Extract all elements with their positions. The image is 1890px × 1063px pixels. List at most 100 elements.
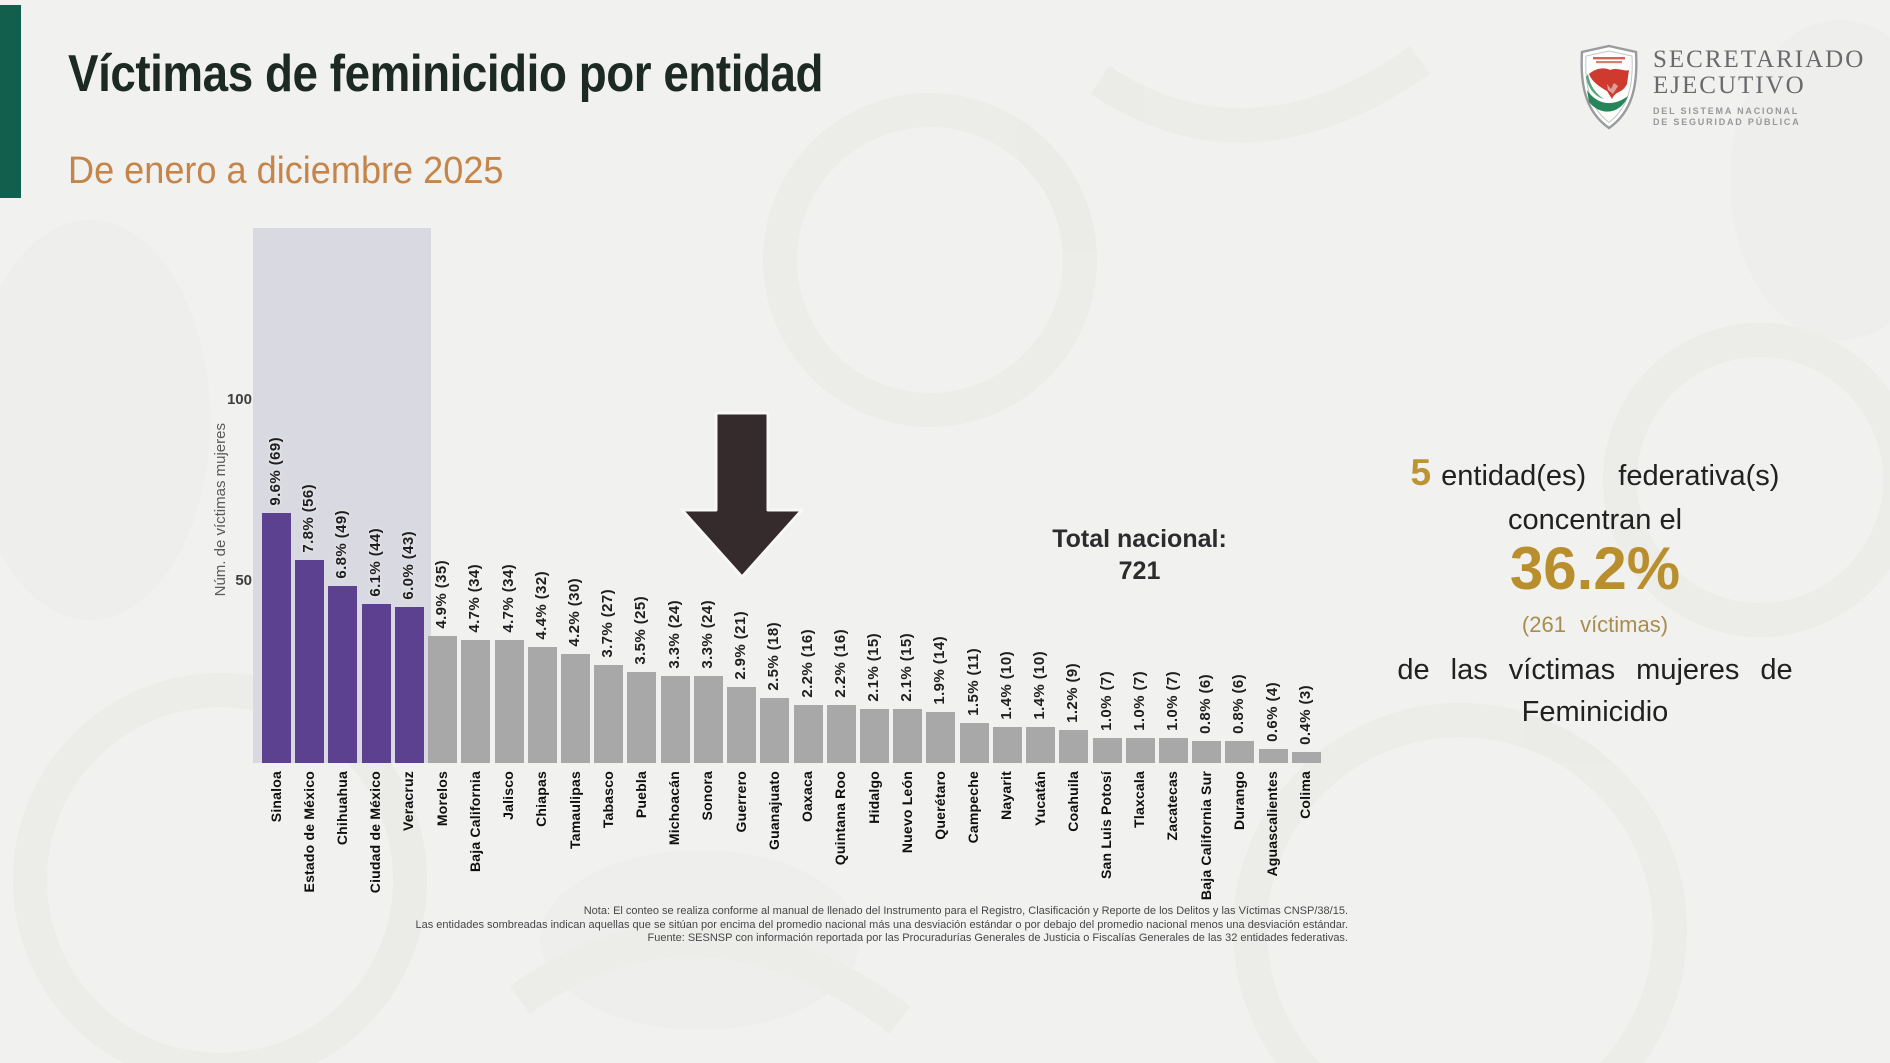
bar-campeche: [959, 723, 989, 763]
bar-zacatecas: [1158, 738, 1188, 763]
bar-value-label: 1.9% (14): [931, 636, 949, 705]
bar-axis-label: Chihuahua: [333, 771, 350, 846]
bar-sinaloa: [262, 513, 291, 763]
bar-value-label: 3.3% (24): [665, 600, 683, 669]
sesnsp-logo: SECRETARIADO EJECUTIVO DEL SISTEMA NACIO…: [1576, 44, 1865, 135]
stat-line-concentrate: concentran el: [1507, 504, 1683, 536]
bar-coahuila: [1059, 730, 1089, 763]
bar-veracruz: [394, 607, 424, 763]
bar-value-label: 9.6% (69): [267, 437, 284, 506]
bar-guanajuato: [760, 698, 790, 763]
bar-value-label: 2.2% (16): [798, 629, 816, 698]
bar-chiapas: [527, 647, 557, 763]
bar-axis-label: Chiapas: [533, 771, 550, 827]
bar-axis-label: Nayarit: [998, 771, 1015, 820]
bar-value-label: 1.0% (7): [1097, 671, 1115, 731]
bar-axis-label: Morelos: [433, 771, 450, 827]
bar-san-luis-potos-: [1092, 738, 1122, 763]
bar-nuevo-le-n: [893, 709, 923, 763]
bar-value-label: 6.0% (43): [399, 531, 417, 600]
bar-puebla: [627, 672, 657, 763]
bar-ciudad-de-m-xico: [361, 604, 391, 763]
bar-axis-label: Baja California: [466, 771, 483, 873]
bar-axis-label: Guanajuato: [765, 771, 782, 851]
national-total: Total nacional: 721: [1037, 523, 1242, 587]
bar-axis-label: Zacatecas: [1164, 771, 1181, 841]
bar-axis-label: Sonora: [699, 771, 716, 821]
bar-axis-label: Tamaulipas: [566, 771, 583, 849]
bar-value-label: 2.1% (15): [898, 633, 916, 702]
stat-line-entities: 5 entidad(es) federativa(s): [1355, 452, 1835, 494]
stat-line-femicide: Feminicidio: [1521, 696, 1669, 728]
bar-hidalgo: [860, 709, 889, 763]
bar-value-label: 2.1% (15): [865, 633, 882, 702]
bar-axis-label: Ciudad de México: [367, 771, 384, 894]
bar-quer-taro: [926, 712, 956, 763]
bar-axis-label: Hidalgo: [865, 771, 882, 824]
footnote-line1: Nota: El conteo se realiza conforme al m…: [583, 905, 1348, 917]
bar-durango: [1225, 741, 1255, 763]
bar-axis-label: Coahuila: [1064, 771, 1081, 832]
bar-axis-label: Jalisco: [500, 771, 516, 820]
bar-value-label: 4.2% (30): [566, 578, 583, 647]
bar-axis-label: Nuevo León: [898, 771, 915, 854]
bar-yucat-n: [1026, 727, 1056, 763]
bar-value-label: 1.2% (9): [1064, 663, 1082, 723]
logo-name-line2: EJECUTIVO: [1653, 72, 1806, 99]
bar-jalisco: [494, 640, 524, 763]
bar-value-label: 0.8% (6): [1197, 674, 1215, 734]
bar-value-label: 4.9% (35): [433, 560, 451, 629]
bar-colima: [1291, 752, 1321, 763]
y-axis-title: Núm. de víctimas mujeres: [212, 423, 229, 597]
bar-tabasco: [594, 665, 624, 763]
bar-value-label: 3.5% (25): [632, 596, 650, 665]
bar-axis-label: Tabasco: [599, 771, 616, 829]
bar-guerrero: [727, 687, 757, 763]
bar-value-label: 6.1% (44): [366, 528, 384, 597]
bar-value-label: 6.8% (49): [333, 510, 351, 579]
stat-victim-count: (261 víctimas): [1521, 612, 1669, 637]
y-tick-50: 50: [235, 572, 252, 589]
logo-sub-line1: DEL SISTEMA NACIONAL: [1653, 106, 1800, 116]
bar-value-label: 1.5% (11): [964, 648, 982, 716]
bar-axis-label: Campeche: [965, 771, 982, 844]
bar-michoac-n: [660, 676, 690, 763]
bar-value-label: 1.0% (7): [1130, 671, 1148, 731]
stat-entity-text: entidad(es) federativa(s): [1441, 460, 1780, 492]
bar-axis-label: Baja California Sur: [1197, 771, 1214, 901]
page-subtitle: De enero a diciembre 2025: [68, 150, 504, 192]
logo-subtitle: DEL SISTEMA NACIONAL DE SEGURIDAD PÚBLIC…: [1653, 106, 1865, 128]
bar-oaxaca: [793, 705, 823, 763]
bar-axis-label: Tlaxcala: [1131, 771, 1148, 828]
bar-axis-label: Puebla: [632, 771, 649, 819]
bar-value-label: 4.4% (32): [532, 571, 550, 640]
bar-value-label: 3.3% (24): [698, 600, 716, 669]
down-arrow-icon: [680, 411, 804, 579]
bar-value-label: 2.5% (18): [765, 622, 783, 691]
bar-quintana-roo: [826, 705, 856, 763]
bar-value-label: 3.7% (27): [599, 589, 617, 658]
bar-chihuahua: [328, 586, 358, 763]
bar-value-label: 1.0% (7): [1163, 671, 1181, 731]
bar-value-label: 0.8% (6): [1230, 674, 1248, 734]
bar-axis-label: Aguascalientes: [1264, 771, 1281, 877]
bar-value-label: 0.6% (4): [1263, 682, 1281, 742]
bar-value-label: 4.7% (34): [499, 564, 517, 633]
logo-sub-line2: DE SEGURIDAD PÚBLICA: [1653, 117, 1801, 127]
bar-value-label: 7.8% (56): [300, 484, 318, 553]
bar-axis-label: Colima: [1297, 771, 1314, 819]
y-tick-100: 100: [226, 391, 252, 408]
footnote-line2: Las entidades sombreadas indican aquella…: [415, 918, 1348, 931]
footnote: Nota: El conteo se realiza conforme al m…: [328, 905, 1348, 946]
bar-axis-label: Michoacán: [666, 771, 683, 846]
stat-entity-count: 5: [1410, 452, 1432, 493]
bar-axis-label: Oaxaca: [799, 771, 815, 823]
bar-estado-de-m-xico: [295, 560, 325, 763]
logo-text: SECRETARIADO EJECUTIVO DEL SISTEMA NACIO…: [1653, 44, 1865, 135]
stat-line-of-victims: de las víctimas mujeres de: [1397, 654, 1793, 686]
bar-value-label: 2.9% (21): [732, 611, 750, 680]
bar-value-label: 4.7% (34): [466, 564, 484, 633]
national-total-title: Total nacional:: [1052, 525, 1227, 553]
